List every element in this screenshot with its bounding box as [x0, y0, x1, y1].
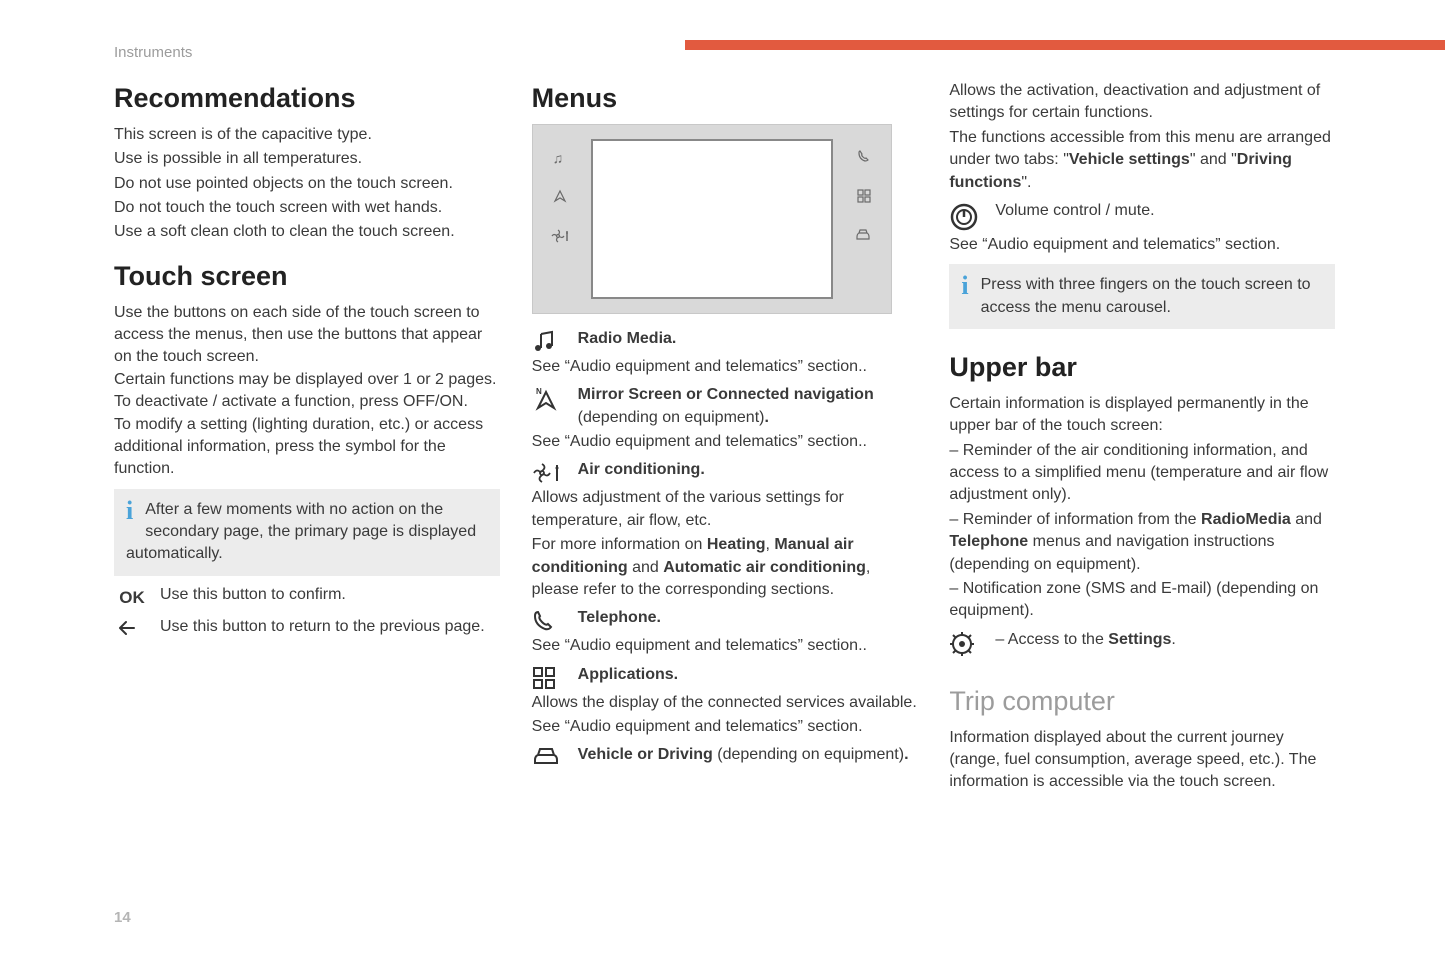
applications-row: Applications.	[532, 664, 918, 690]
touchscreen-figure: ♫	[532, 124, 892, 314]
ok-button-row: OK Use this button to confirm.	[114, 584, 500, 610]
fig-music-icon: ♫	[553, 149, 564, 169]
back-description: Use this button to return to the previou…	[160, 616, 500, 638]
info-icon: i	[126, 499, 133, 522]
apps-title: Applications.	[578, 666, 678, 683]
back-arrow-icon	[114, 616, 150, 638]
back-button-row: Use this button to return to the previou…	[114, 616, 500, 638]
ac-text: Allows adjustment of the various setting…	[532, 487, 918, 532]
trip-text: Information displayed about the current …	[949, 727, 1335, 794]
mirror-title: Mirror Screen or Connected navigation	[578, 386, 874, 403]
ok-description: Use this button to confirm.	[160, 584, 500, 606]
radio-text: See “Audio equipment and telematics” sec…	[532, 356, 918, 378]
rec-line: Use a soft clean cloth to clean the touc…	[114, 221, 500, 243]
svg-text:N: N	[536, 387, 542, 396]
radio-title: Radio Media.	[578, 330, 677, 347]
power-icon	[949, 200, 985, 232]
fan-icon	[532, 459, 568, 485]
tel-text: See “Audio equipment and telematics” sec…	[532, 635, 918, 657]
music-note-icon	[532, 328, 568, 354]
mirror-sub: (depending on equipment)	[578, 409, 765, 426]
page-content: Recommendations This screen is of the ca…	[114, 80, 1335, 796]
heading-recommendations: Recommendations	[114, 80, 500, 118]
settings-row: – Access to the Settings.	[949, 629, 1335, 657]
rec-line: Do not touch the touch screen with wet h…	[114, 197, 500, 219]
air-conditioning-row: Air conditioning.	[532, 459, 918, 485]
vol-text2: See “Audio equipment and telematics” sec…	[949, 234, 1335, 256]
touch-paragraph: Use the buttons on each side of the touc…	[114, 302, 500, 481]
ac-title: Air conditioning.	[578, 461, 705, 478]
volume-row: Volume control / mute.	[949, 200, 1335, 232]
rec-line: Use is possible in all temperatures.	[114, 148, 500, 170]
fig-nav-icon	[553, 189, 567, 203]
fig-apps-icon	[857, 189, 871, 203]
info-box-2: i Press with three fingers on the touch …	[949, 264, 1335, 329]
info-box: i After a few moments with no action on …	[114, 489, 500, 576]
column-1: Recommendations This screen is of the ca…	[114, 80, 500, 796]
heading-upper-bar: Upper bar	[949, 349, 1335, 387]
ok-label: OK	[114, 584, 150, 610]
upper-intro: Certain information is displayed permane…	[949, 393, 1335, 438]
intro1: Allows the activation, deactivation and …	[949, 80, 1335, 125]
rec-line: Do not use pointed objects on the touch …	[114, 173, 500, 195]
radio-media-row: Radio Media.	[532, 328, 918, 354]
rec-line: This screen is of the capacitive type.	[114, 124, 500, 146]
column-2: Menus ♫ Radio Media.	[532, 80, 918, 796]
mirror-text: See “Audio equipment and telematics” sec…	[532, 431, 918, 453]
vol-text: Volume control / mute.	[995, 202, 1154, 219]
heading-trip-computer: Trip computer	[949, 683, 1335, 721]
fig-phone-icon	[857, 149, 871, 163]
tel-title: Telephone.	[578, 609, 661, 626]
apps-grid-icon	[532, 664, 568, 690]
ac-more-info: For more information on Heating, Manual …	[532, 534, 918, 601]
mirror-screen-row: N Mirror Screen or Connected navigation …	[532, 384, 918, 429]
upper-bullet: – Reminder of the air conditioning infor…	[949, 440, 1335, 507]
apps-text: Allows the display of the connected serv…	[532, 692, 918, 714]
info-icon: i	[961, 274, 968, 297]
fig-car-icon	[855, 229, 871, 241]
telephone-row: Telephone.	[532, 607, 918, 633]
heading-menus: Menus	[532, 80, 918, 118]
phone-icon	[532, 607, 568, 633]
car-icon	[532, 744, 568, 766]
upper-bullet: – Notification zone (SMS and E-mail) (de…	[949, 578, 1335, 623]
column-3: Allows the activation, deactivation and …	[949, 80, 1335, 796]
upper-bullet: – Reminder of information from the Radio…	[949, 509, 1335, 576]
fig-fan-icon	[551, 229, 571, 243]
navigation-icon: N	[532, 384, 568, 412]
apps-text2: See “Audio equipment and telematics” sec…	[532, 716, 918, 738]
info-text: After a few moments with no action on th…	[126, 501, 476, 563]
gear-icon	[949, 629, 985, 657]
info2-text: Press with three fingers on the touch sc…	[981, 276, 1311, 315]
accent-bar	[685, 40, 1445, 50]
screen-display-area	[591, 139, 833, 299]
page-number: 14	[114, 909, 131, 926]
vehicle-sub: (depending on equipment)	[713, 746, 904, 763]
vehicle-title: Vehicle or Driving	[578, 746, 713, 763]
vehicle-row: Vehicle or Driving (depending on equipme…	[532, 744, 918, 766]
heading-touch-screen: Touch screen	[114, 258, 500, 296]
section-header: Instruments	[114, 44, 192, 61]
intro2: The functions accessible from this menu …	[949, 127, 1335, 194]
